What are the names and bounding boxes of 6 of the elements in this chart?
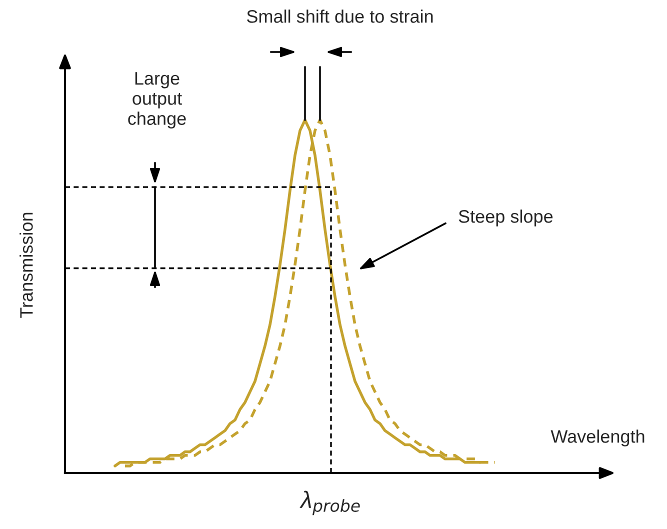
text: Small shift due to strain: [246, 10, 433, 23]
x-axis-title: Wavelength: [550, 430, 644, 446]
annotation: Steep slope: [458, 210, 553, 226]
annotation: Large output change: [128, 72, 186, 129]
y-axis-title: Transmission: [20, 212, 33, 318]
text: λ$_{probe}$: [300, 490, 360, 516]
